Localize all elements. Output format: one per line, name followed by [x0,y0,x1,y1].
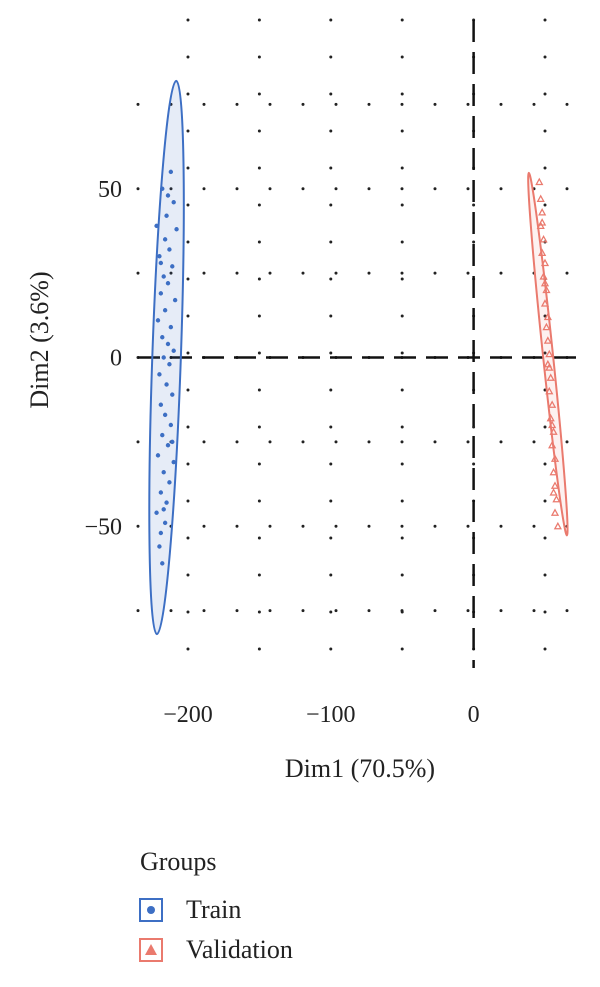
point-train [165,281,171,286]
point-validation [535,177,544,186]
x-tick-label: −100 [306,702,356,728]
point-validation [550,481,560,489]
point-validation [536,194,545,203]
point-train [155,318,161,323]
point-train [168,169,174,175]
point-train [157,372,162,377]
point-validation [540,258,550,267]
point-train [158,402,164,407]
point-train [171,348,176,353]
point-validation [540,278,550,287]
point-train [158,260,164,266]
point-train [168,324,174,330]
point-train [162,237,168,242]
point-train [158,291,164,296]
point-validation [538,248,547,257]
point-train [171,459,176,465]
point-train [160,432,165,438]
point-train [167,362,172,367]
y-tick-label: 50 [98,177,122,203]
point-train [164,382,169,387]
point-train [154,223,159,229]
point-train [167,480,172,485]
point-train [161,470,166,475]
point-validation [538,218,547,226]
point-train [154,510,159,515]
point-validation [545,386,554,395]
point-train [157,254,162,259]
y-axis-title: Dim2 (3.6%) [25,271,54,408]
point-train [162,520,168,526]
ellipse-train [148,79,185,636]
point-train [170,439,175,445]
point-validation [552,494,561,503]
point-train [161,355,166,360]
point-train [155,453,161,458]
point-validation [546,373,555,381]
point-train [170,392,175,397]
point-train [162,412,168,418]
point-validation [540,299,550,307]
point-validation [539,272,548,280]
point-validation [550,454,560,462]
point-validation [542,285,551,294]
y-tick-label: −50 [84,514,122,540]
point-validation [546,413,555,422]
y-tick-label: 0 [110,346,122,372]
point-validation [553,521,562,530]
point-train [158,490,164,495]
x-tick-label: 0 [468,702,480,728]
point-train [170,264,175,269]
axis-ticks: −200 −100 0 −50 0 50 [84,177,479,728]
data-points [154,169,562,566]
point-validation [548,420,557,429]
x-tick-label: −200 [163,702,213,728]
point-train [161,274,166,279]
point-train [165,193,171,198]
point-validation [545,363,554,371]
point-train [160,561,165,566]
point-validation [549,467,558,476]
point-train [168,422,174,428]
point-train [165,341,171,347]
point-validation [543,312,552,321]
point-train [164,500,169,505]
point-train [158,530,164,536]
zero-lines [138,20,585,668]
point-train [161,507,166,512]
point-train [171,200,176,205]
point-validation [538,208,547,216]
point-validation [543,336,552,344]
legend-marker-validation [145,944,157,955]
legend-marker-train [147,906,155,914]
point-validation [542,322,551,331]
legend-label-train: Train [186,895,241,924]
point-train [160,335,165,340]
point-validation [549,488,558,496]
point-validation [548,440,557,449]
point-train [165,443,171,448]
point-train [174,227,179,232]
x-axis-title: Dim1 (70.5%) [285,754,435,783]
point-validation [539,235,548,243]
grid [136,18,587,670]
legend-title: Groups [140,847,217,876]
point-train [172,297,178,303]
point-train [167,247,172,252]
legend-label-validation: Validation [186,935,293,964]
point-validation [548,400,557,408]
point-train [164,213,169,218]
point-validation [549,427,558,435]
point-train [160,186,165,191]
point-train [162,308,168,313]
point-validation [550,508,560,516]
point-validation [545,349,554,358]
legend: Groups Train Validation [139,847,293,964]
point-train [157,544,162,549]
